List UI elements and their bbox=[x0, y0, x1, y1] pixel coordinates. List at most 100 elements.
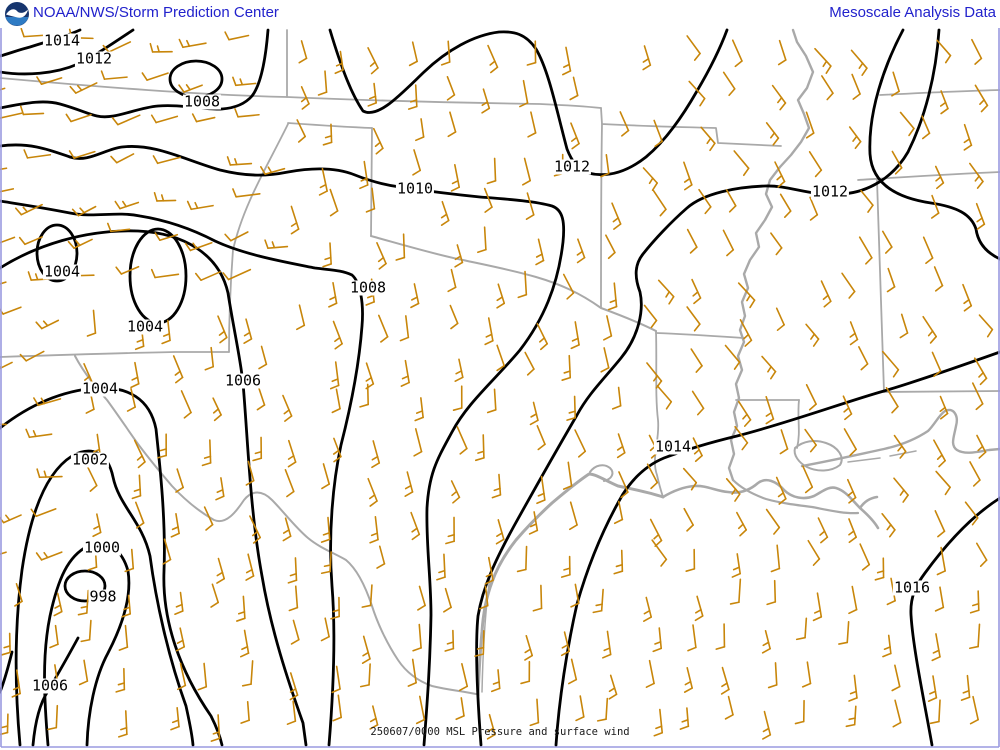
wind-barb bbox=[288, 585, 299, 612]
wind-barb bbox=[848, 585, 858, 615]
barb-staff bbox=[378, 314, 389, 338]
barb-staff bbox=[563, 631, 570, 653]
barb-tick bbox=[222, 272, 230, 281]
barb-tick bbox=[111, 117, 119, 126]
barb-tick bbox=[234, 108, 239, 118]
wind-barb bbox=[222, 268, 252, 281]
barb-tick bbox=[822, 294, 829, 301]
barb-tick bbox=[602, 653, 612, 659]
barb-tick bbox=[452, 496, 461, 504]
barb-tick bbox=[775, 247, 783, 256]
barb-staff bbox=[688, 80, 706, 100]
wind-barb bbox=[722, 71, 736, 97]
wind-barb bbox=[770, 544, 781, 573]
wind-barb bbox=[455, 697, 465, 721]
barb-tick bbox=[86, 332, 97, 337]
wind-barb bbox=[264, 239, 289, 249]
barb-tick bbox=[136, 338, 144, 343]
wind-barb bbox=[260, 166, 286, 175]
barb-tick bbox=[979, 559, 988, 567]
wind-barb bbox=[331, 665, 341, 694]
barb-tick bbox=[458, 685, 469, 692]
wind-barb bbox=[679, 707, 690, 730]
wind-barb bbox=[686, 306, 701, 332]
wind-barb bbox=[893, 434, 907, 459]
barb-staff bbox=[15, 669, 21, 695]
barb-tick bbox=[777, 180, 786, 188]
barb-tick bbox=[765, 418, 775, 425]
wind-barb bbox=[611, 386, 622, 410]
barb-tick bbox=[936, 182, 945, 190]
barb-staff bbox=[853, 705, 857, 726]
barb-tick bbox=[694, 608, 702, 614]
barb-staff bbox=[770, 232, 783, 249]
barb-staff bbox=[96, 433, 102, 457]
barb-tick bbox=[329, 296, 337, 301]
wind-barb bbox=[775, 476, 787, 505]
wind-barb bbox=[367, 47, 379, 75]
barb-staff bbox=[761, 355, 777, 373]
barb-tick bbox=[616, 451, 626, 459]
barb-tick bbox=[944, 54, 952, 64]
barb-tick bbox=[264, 239, 269, 249]
barb-tick bbox=[14, 207, 23, 216]
barb-tick bbox=[490, 66, 499, 74]
site-title[interactable]: NOAA/NWS/Storm Prediction Center bbox=[33, 4, 279, 21]
wind-barb bbox=[256, 385, 266, 411]
barb-staff bbox=[652, 190, 667, 211]
wind-barb bbox=[692, 437, 703, 463]
barb-staff bbox=[108, 41, 132, 53]
barb-staff bbox=[605, 154, 610, 175]
isobar-1012 bbox=[475, 28, 941, 747]
wind-barb bbox=[649, 518, 663, 547]
barb-staff bbox=[568, 354, 572, 379]
barb-tick bbox=[360, 177, 368, 182]
barb-tick bbox=[297, 135, 306, 143]
barb-tick bbox=[183, 411, 192, 419]
barb-tick bbox=[888, 529, 896, 538]
barb-tick bbox=[563, 63, 571, 68]
barb-tick bbox=[891, 405, 899, 414]
barb-tick bbox=[570, 344, 580, 350]
barb-staff bbox=[536, 322, 548, 345]
barb-staff bbox=[971, 38, 983, 60]
wind-barb bbox=[454, 358, 464, 382]
barb-tick bbox=[361, 604, 372, 608]
barb-staff bbox=[574, 429, 587, 453]
barb-tick bbox=[812, 558, 821, 566]
barb-tick bbox=[176, 684, 187, 691]
wind-barb bbox=[576, 238, 586, 264]
wind-barb bbox=[365, 187, 376, 213]
wind-barb bbox=[322, 242, 332, 268]
barb-staff bbox=[603, 347, 610, 369]
barb-tick bbox=[474, 457, 485, 462]
barb-tick bbox=[203, 455, 212, 459]
texas-gulf-coastline bbox=[476, 472, 665, 697]
wind-barb bbox=[25, 428, 53, 439]
wind-barb bbox=[657, 279, 675, 305]
barb-staff bbox=[378, 545, 386, 565]
barb-staff bbox=[734, 425, 749, 444]
barb-tick bbox=[36, 76, 43, 85]
wind-barb bbox=[899, 111, 915, 137]
barb-tick bbox=[607, 251, 616, 260]
barb-tick bbox=[613, 518, 624, 525]
barb-staff bbox=[775, 476, 787, 500]
barb-tick bbox=[849, 332, 856, 338]
wind-barb bbox=[774, 161, 786, 188]
barb-tick bbox=[100, 70, 106, 80]
wind-barb bbox=[700, 126, 716, 152]
barb-tick bbox=[252, 457, 263, 462]
wind-barb bbox=[152, 155, 181, 165]
barb-tick bbox=[568, 410, 576, 414]
barb-tick bbox=[320, 538, 331, 543]
barb-tick bbox=[157, 454, 167, 459]
barb-tick bbox=[696, 407, 705, 416]
barb-tick bbox=[968, 645, 979, 650]
wind-barb bbox=[805, 323, 820, 347]
barb-staff bbox=[203, 662, 208, 688]
barb-staff bbox=[725, 477, 741, 495]
barb-tick bbox=[47, 726, 58, 731]
